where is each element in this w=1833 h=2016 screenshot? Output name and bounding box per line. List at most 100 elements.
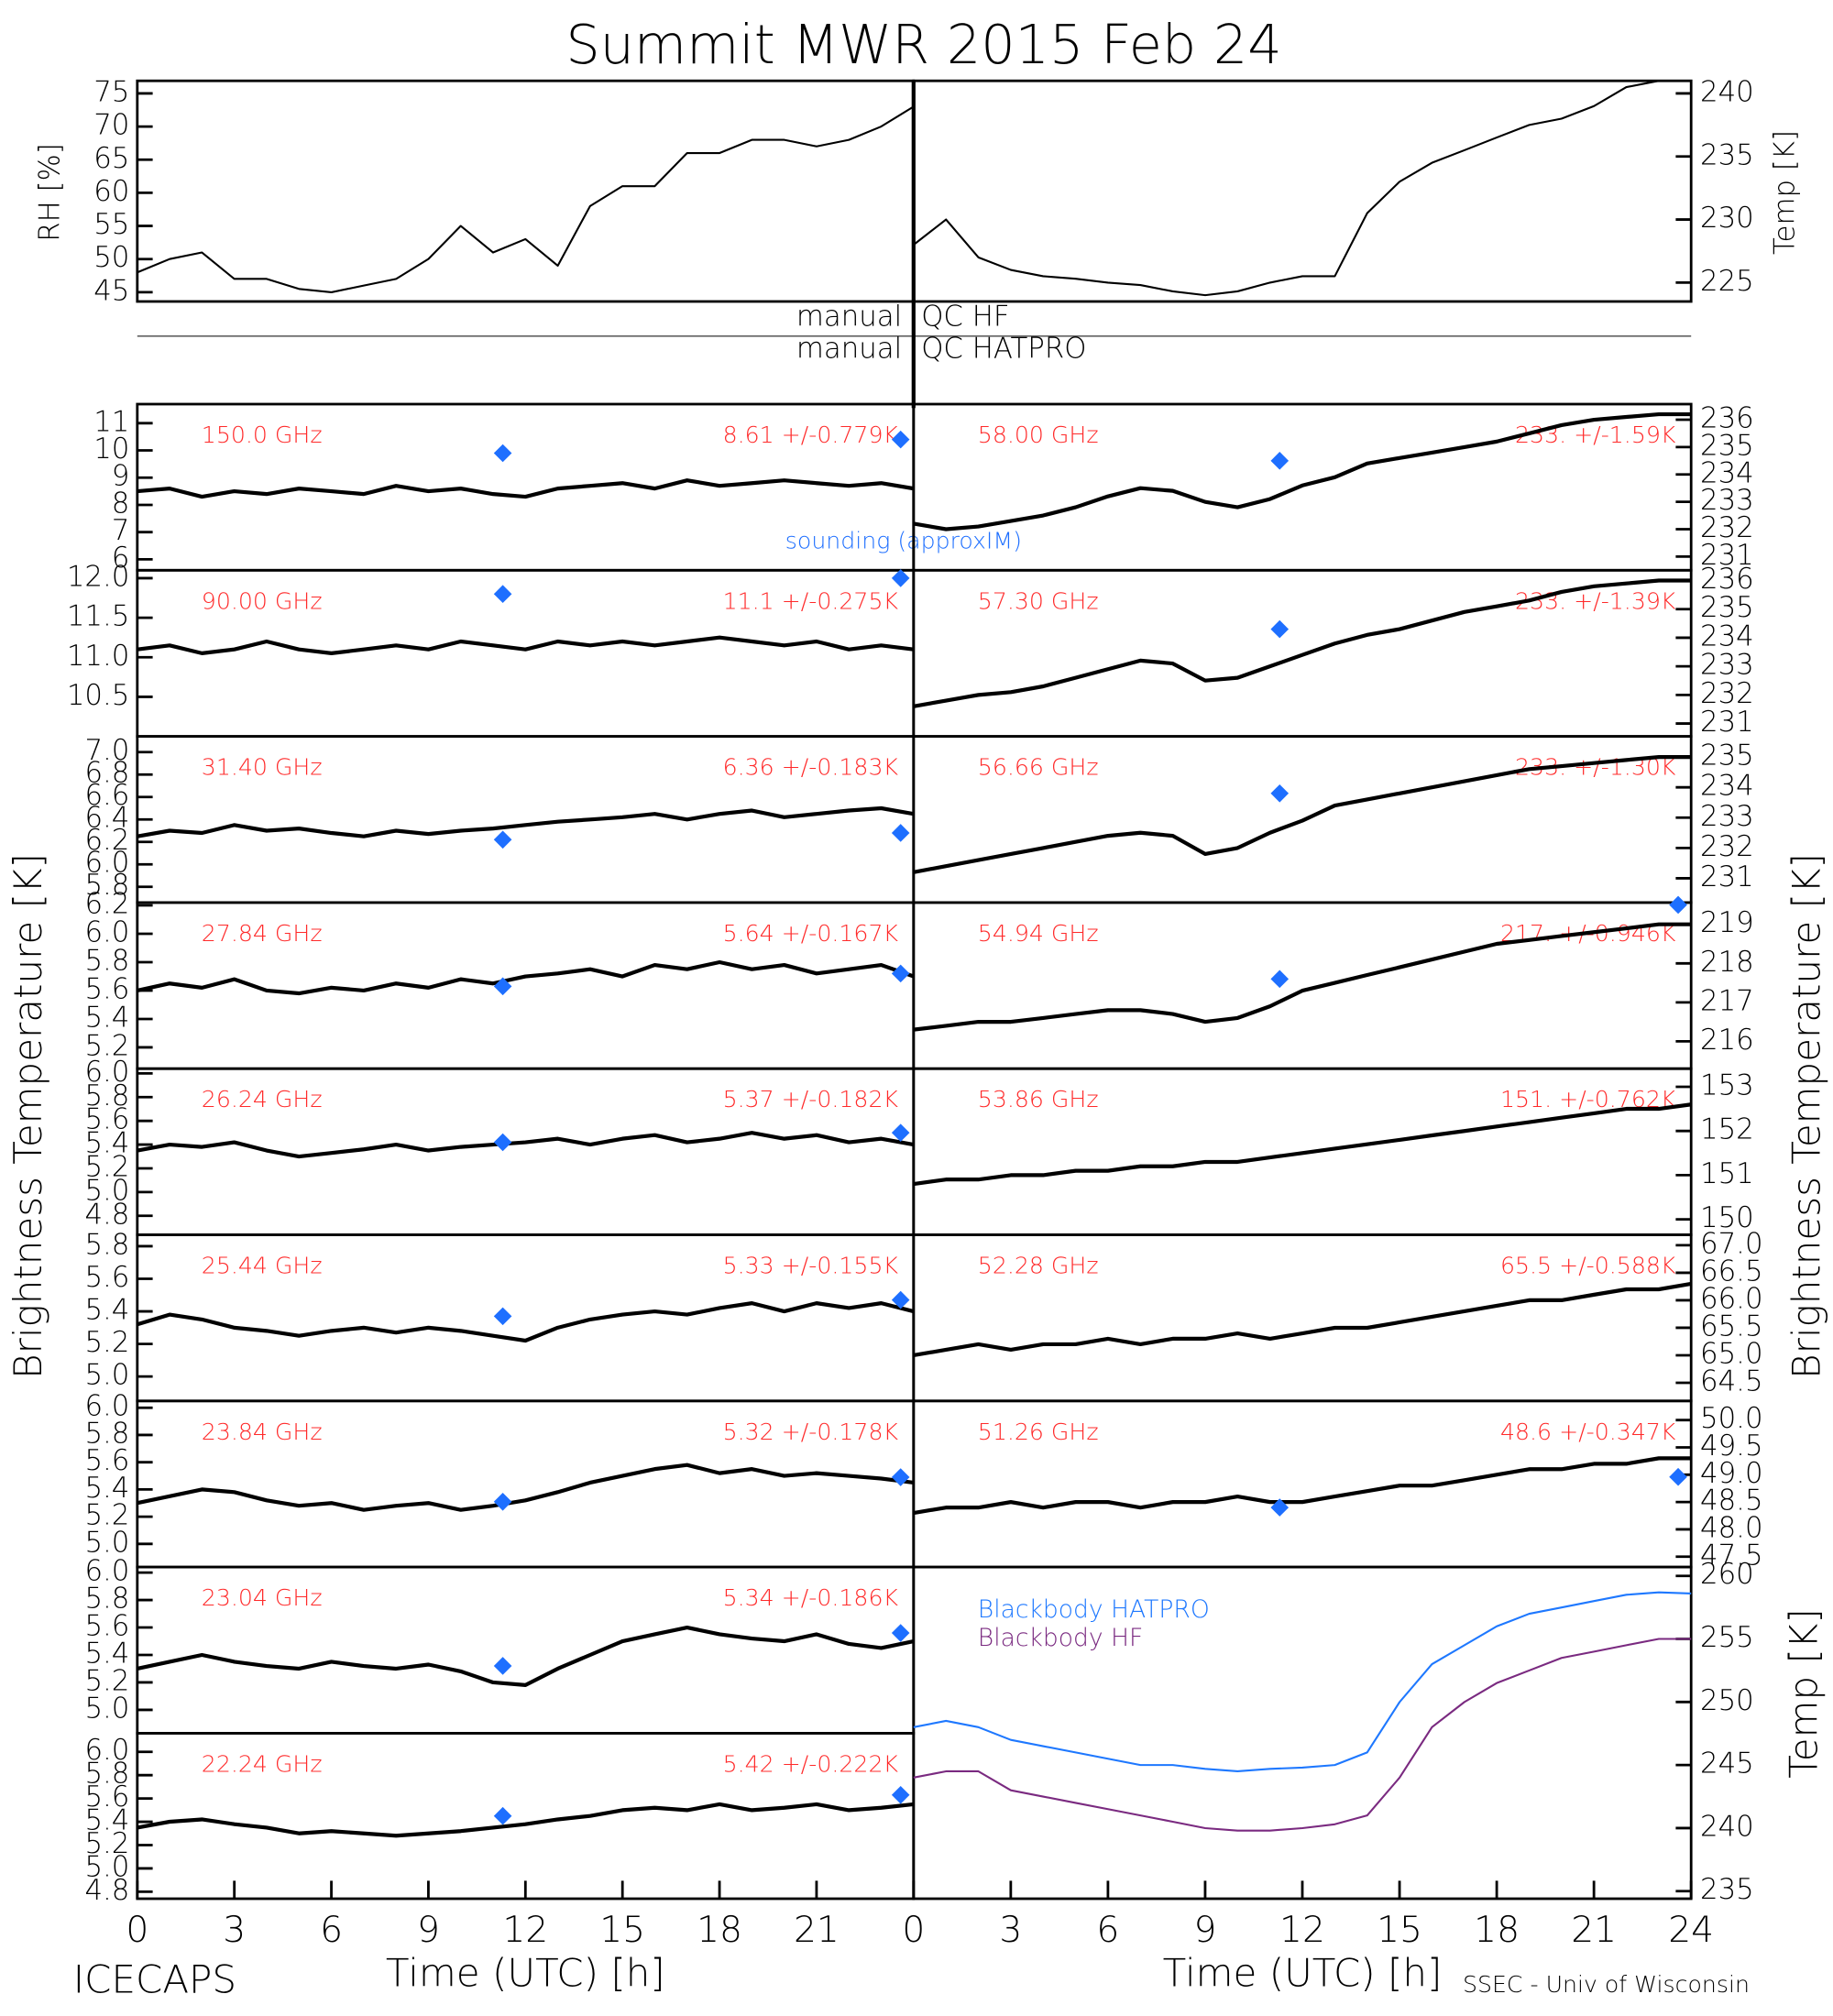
channel-label: 23.84 GHz	[202, 1419, 323, 1445]
y-tick-label: 6.6	[84, 779, 129, 812]
y-tick-label: 5.4	[84, 1804, 129, 1837]
y-tick-label: 5.0	[84, 1359, 129, 1392]
sounding-point	[891, 1123, 910, 1142]
x-tick-label: 6	[1096, 1910, 1119, 1951]
y-tick-label: 235	[1700, 591, 1754, 624]
y-tick-label: 5.4	[84, 1294, 129, 1327]
y-tick-label: 7	[112, 514, 130, 547]
channel-label: 23.04 GHz	[202, 1584, 323, 1611]
y-tick-label: 240	[1700, 1810, 1754, 1843]
data-line	[137, 1625, 915, 1687]
y-tick-label: 232	[1700, 511, 1754, 544]
sounding-point	[1270, 1498, 1290, 1517]
y-tick-label: 5.6	[84, 1444, 129, 1477]
y-tick-label: 10.5	[67, 679, 130, 712]
legend-entry: Blackbody HF	[978, 1624, 1144, 1652]
y-tick-label: 6.0	[84, 847, 129, 880]
qc-label: manual	[796, 333, 902, 366]
sounding-point	[891, 1468, 910, 1486]
y-tick-label: 75	[93, 75, 129, 108]
y-tick-label: 67.0	[1700, 1227, 1763, 1260]
sounding-point	[891, 1290, 910, 1309]
channel-label: 52.28 GHz	[978, 1252, 1099, 1278]
x-tick-label: 9	[417, 1910, 440, 1951]
y-tick-label: 240	[1700, 75, 1754, 108]
y-tick-label: 233	[1700, 484, 1754, 517]
data-line	[913, 922, 1692, 1032]
y-tick-label: 50	[93, 241, 129, 274]
y-tick-label: 60	[93, 175, 129, 208]
x-tick-label: 21	[794, 1910, 840, 1951]
footer-left: ICECAPS	[73, 1956, 236, 2001]
y-tick-label: 47.5	[1700, 1539, 1763, 1572]
channel-label: 31.40 GHz	[202, 754, 323, 781]
y-tick-label: 5.2	[84, 1150, 129, 1183]
y-tick-label: 233	[1700, 649, 1754, 682]
y-tick-label: 65.0	[1700, 1337, 1763, 1370]
x-tick-label: 9	[1193, 1910, 1216, 1951]
channel-label: 90.00 GHz	[202, 587, 323, 614]
sounding-point	[493, 830, 512, 849]
y-tick-label: 49.5	[1700, 1430, 1763, 1463]
y-tick-label: 218	[1700, 946, 1754, 979]
y-tick-label: 5.2	[84, 1499, 129, 1532]
y-tick-label: 11.5	[67, 600, 130, 633]
x-axis-label: Time (UTC) [h]	[386, 1950, 665, 1995]
x-axis-label: Time (UTC) [h]	[1163, 1950, 1443, 1995]
y-tick-label: 5.0	[84, 1526, 129, 1559]
y-tick-label: 235	[1700, 429, 1754, 462]
y-tick-label: 12.0	[67, 560, 130, 593]
y-tick-label: 7.0	[84, 734, 129, 767]
footer-right: SSEC - Univ of Wisconsin	[1463, 1971, 1750, 1998]
sounding-point	[493, 1806, 512, 1825]
panel-frame	[912, 79, 1693, 303]
qc-label: manual	[796, 301, 902, 334]
channel-stats: 6.36 +/-0.183K	[723, 754, 899, 781]
y-tick-label: 50.0	[1700, 1402, 1763, 1435]
channel-stats: 5.37 +/-0.182K	[723, 1086, 899, 1112]
sounding-point	[891, 1786, 910, 1804]
data-line	[913, 1281, 1692, 1358]
data-line	[137, 1131, 915, 1159]
data-line	[913, 1102, 1692, 1187]
y-tick-label: 219	[1700, 906, 1754, 939]
data-line	[913, 1456, 1692, 1516]
qc-label: QC HF	[921, 301, 1009, 334]
legend-entry: Blackbody HATPRO	[978, 1595, 1210, 1624]
x-tick-label: 3	[223, 1910, 246, 1951]
y-tick-label: 231	[1700, 860, 1754, 893]
y-tick-label: 5.8	[84, 1079, 129, 1112]
data-line	[913, 1638, 1692, 1832]
y-tick-label: 260	[1700, 1558, 1754, 1591]
y-tick-label: 45	[93, 274, 129, 307]
sounding-point	[493, 1657, 512, 1675]
sounding-point	[891, 569, 910, 587]
channel-stats: 8.61 +/-0.779K	[723, 422, 899, 448]
x-tick-label: 0	[902, 1910, 925, 1951]
channel-stats: 11.1 +/-0.275K	[723, 587, 899, 614]
y-tick-label: 6	[112, 542, 130, 575]
y-tick-label: 152	[1700, 1113, 1754, 1146]
y-tick-label: 48.5	[1700, 1485, 1763, 1517]
y-tick-label: 66.0	[1700, 1282, 1763, 1315]
y-tick-label: 9	[112, 460, 130, 493]
y-tick-label: 234	[1700, 619, 1754, 652]
y-tick-label: 5.8	[84, 1583, 129, 1616]
y-tick-label: 232	[1700, 677, 1754, 710]
y-tick-label: 6.2	[84, 887, 129, 920]
sounding-point	[1270, 970, 1290, 989]
sounding-point	[493, 1492, 512, 1511]
channel-label: 150.0 GHz	[202, 422, 323, 448]
y-tick-label: 6.0	[84, 1555, 129, 1588]
y-tick-label: 150	[1700, 1201, 1754, 1234]
y-tick-label: 5.8	[84, 1758, 129, 1791]
x-tick-label: 12	[1279, 1910, 1325, 1951]
y-tick-label: 235	[1700, 1873, 1754, 1906]
y-tick-label: 11	[93, 405, 129, 438]
data-line	[137, 1463, 915, 1512]
channel-label: 22.24 GHz	[202, 1750, 323, 1777]
data-line	[913, 411, 1692, 531]
y-tick-label: 234	[1700, 770, 1754, 803]
sounding-point	[1270, 783, 1290, 803]
y-tick-label: 70	[93, 109, 129, 142]
